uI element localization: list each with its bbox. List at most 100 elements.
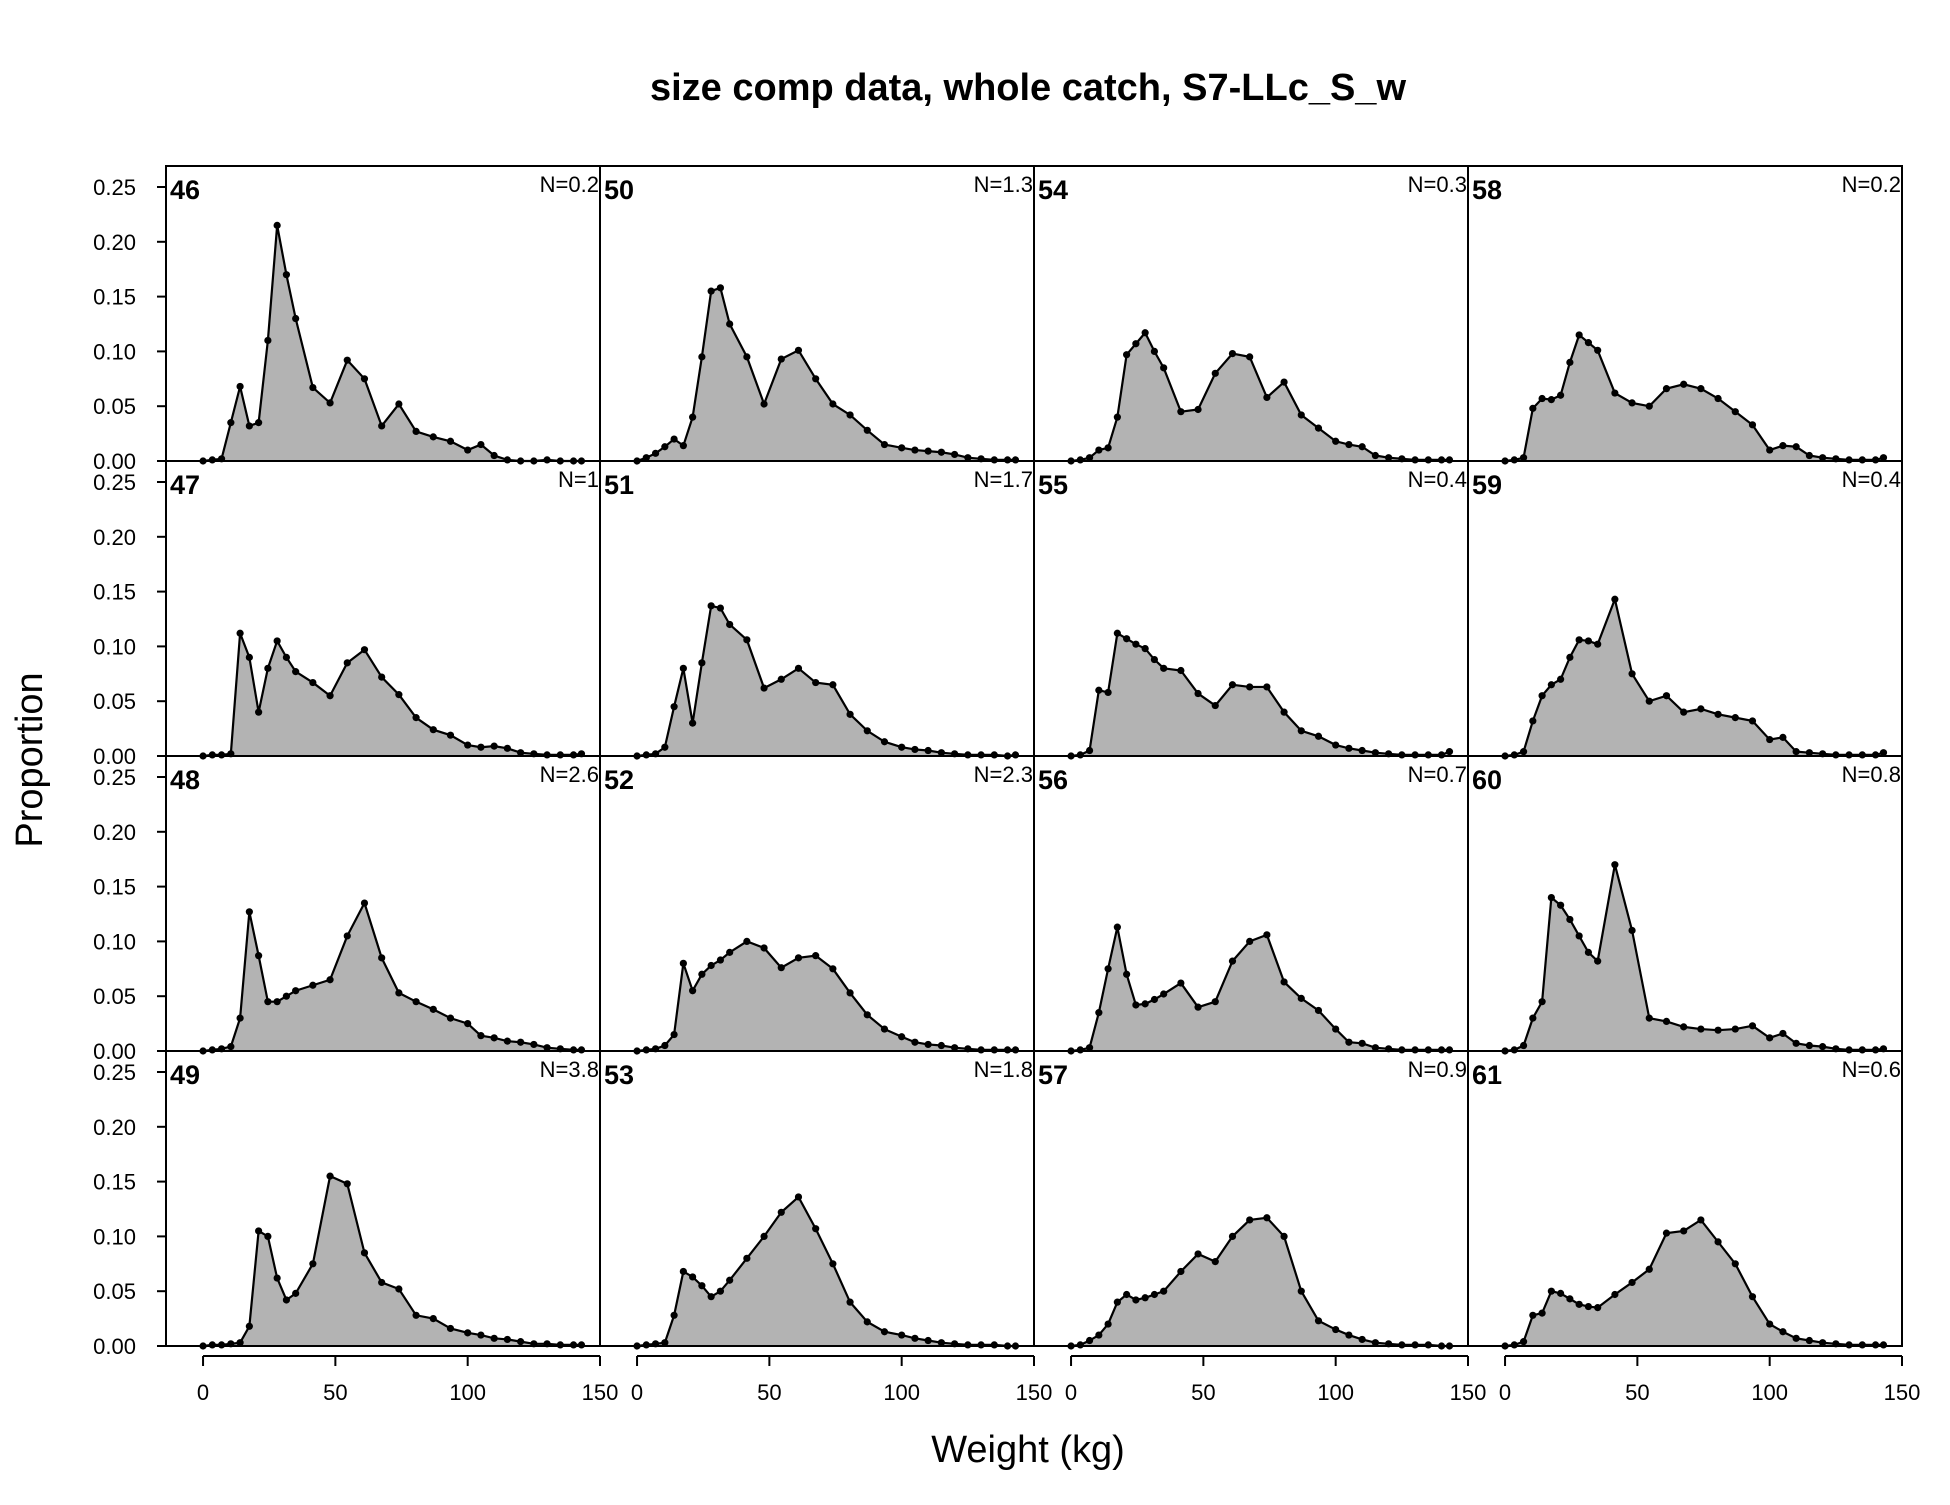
panel-61-point xyxy=(1662,1229,1671,1237)
panel-57-point xyxy=(1076,1341,1084,1349)
panel-53-point xyxy=(716,1287,725,1295)
panel-56-point xyxy=(1085,1044,1094,1052)
panel-54-point xyxy=(1332,437,1340,445)
panel-48-point xyxy=(378,954,386,962)
panel-49-point xyxy=(556,1341,564,1349)
panel-53-point xyxy=(863,1318,871,1326)
panel-53: 53 N=1.8 xyxy=(599,1050,1035,1350)
panel-52-area xyxy=(637,941,1016,1051)
panel-53-point xyxy=(707,1293,715,1301)
panel-57-point xyxy=(1141,1294,1149,1302)
panel-56-point xyxy=(1113,923,1121,931)
panel-54-point xyxy=(1095,446,1103,454)
panel-51-point xyxy=(760,684,768,692)
panel-52-point xyxy=(937,1041,945,1050)
panel-53-point xyxy=(698,1282,706,1290)
panel-53-point xyxy=(743,1254,751,1262)
panel-50-point xyxy=(880,440,889,449)
panel-52-point xyxy=(1003,1046,1012,1054)
panel-58-point xyxy=(1662,385,1671,393)
panel-58-point xyxy=(1529,404,1537,412)
panel-54-point xyxy=(1385,454,1393,462)
panel-55-point xyxy=(1160,664,1168,672)
panel-60-point xyxy=(1645,1014,1653,1022)
panel-58-point xyxy=(1879,454,1888,462)
panel-57-point xyxy=(1246,1216,1254,1224)
panel-54-point xyxy=(1297,411,1305,419)
panel-52-point xyxy=(951,1044,959,1052)
panel-49-point xyxy=(326,1172,334,1180)
panel-46-point xyxy=(245,422,253,430)
panel-label: 54 xyxy=(1038,175,1068,205)
panel-57-point xyxy=(1104,1320,1112,1328)
panel-52-point xyxy=(898,1033,906,1041)
panel-46-area xyxy=(203,225,582,461)
panel-52-point xyxy=(642,1046,650,1054)
panel-52-point xyxy=(679,959,687,967)
panel-51-point xyxy=(911,745,919,754)
panel-50-point xyxy=(1003,456,1012,464)
panel-60-point xyxy=(1731,1025,1739,1033)
panel-54-point xyxy=(1371,451,1379,460)
panel-61-point xyxy=(1714,1238,1722,1246)
panel-49-point xyxy=(292,1289,300,1297)
panel-59-area xyxy=(1505,599,1884,756)
panel-55-point xyxy=(1141,644,1149,653)
panel-58-point xyxy=(1766,446,1774,454)
panel-54-point xyxy=(1345,440,1353,449)
panel-55-point xyxy=(1332,741,1340,749)
panel-51-point xyxy=(642,751,650,759)
panel-60-point xyxy=(1557,901,1565,909)
panel-51-point xyxy=(924,746,932,755)
y-tick-label: 0.10 xyxy=(93,929,136,954)
panel-49-point xyxy=(264,1232,272,1240)
panel-55-point xyxy=(1085,746,1094,755)
panel-60-point xyxy=(1748,1022,1757,1030)
panel-55-point xyxy=(1358,746,1366,755)
panel-49-point xyxy=(217,1341,226,1349)
panel-label: 58 xyxy=(1472,175,1502,205)
panel-56-point xyxy=(1263,931,1271,939)
panel-58-point xyxy=(1510,456,1518,464)
panel-49-point xyxy=(360,1249,369,1257)
panel-48-point xyxy=(543,1044,551,1052)
panel-n-label: N=0.3 xyxy=(1408,172,1467,197)
y-tick-label: 0.15 xyxy=(93,285,136,310)
panel-59-point xyxy=(1566,653,1574,661)
panel-border xyxy=(1467,755,1903,1052)
panel-49-point xyxy=(429,1315,437,1323)
panel-47-point xyxy=(569,751,578,759)
panel-n-label: N=0.9 xyxy=(1408,1057,1467,1082)
panel-49: 49 N=3.8 xyxy=(165,1050,601,1350)
panel-47-point xyxy=(395,691,403,699)
panel-47-point xyxy=(343,659,351,667)
panel-54-point xyxy=(1104,444,1112,452)
panel-55-point xyxy=(1123,635,1131,643)
panel-57-point xyxy=(1123,1290,1131,1299)
panel-48-point xyxy=(412,998,420,1006)
panel-label: 56 xyxy=(1038,765,1068,795)
panel-47-point xyxy=(292,668,300,676)
panel-61-point xyxy=(1819,1339,1827,1347)
panel-49-point xyxy=(395,1285,403,1293)
panel-46-point xyxy=(273,221,281,229)
panel-50-point xyxy=(716,284,725,292)
panel-51-point xyxy=(898,743,906,751)
panel-57: 57 N=0.9 xyxy=(1033,1050,1469,1350)
panel-59-point xyxy=(1832,751,1840,759)
panel-59-point xyxy=(1697,705,1705,713)
panel-60-point xyxy=(1594,957,1602,965)
panel-50-area xyxy=(637,287,1016,461)
panel-54-point xyxy=(1177,408,1185,416)
panel-49-point xyxy=(464,1329,472,1337)
panel-58-point xyxy=(1538,394,1546,403)
panel-53-point xyxy=(829,1260,837,1268)
panel-55-point xyxy=(1437,751,1446,759)
panel-61-point xyxy=(1584,1302,1593,1311)
y-tick-label: 0.15 xyxy=(93,875,136,900)
panel-56-point xyxy=(1280,978,1288,986)
panel-60-point xyxy=(1792,1039,1800,1047)
panel-label: 51 xyxy=(604,470,634,500)
panel-59: 59 N=0.4 xyxy=(1467,460,1903,760)
panel-53-point xyxy=(812,1225,820,1233)
